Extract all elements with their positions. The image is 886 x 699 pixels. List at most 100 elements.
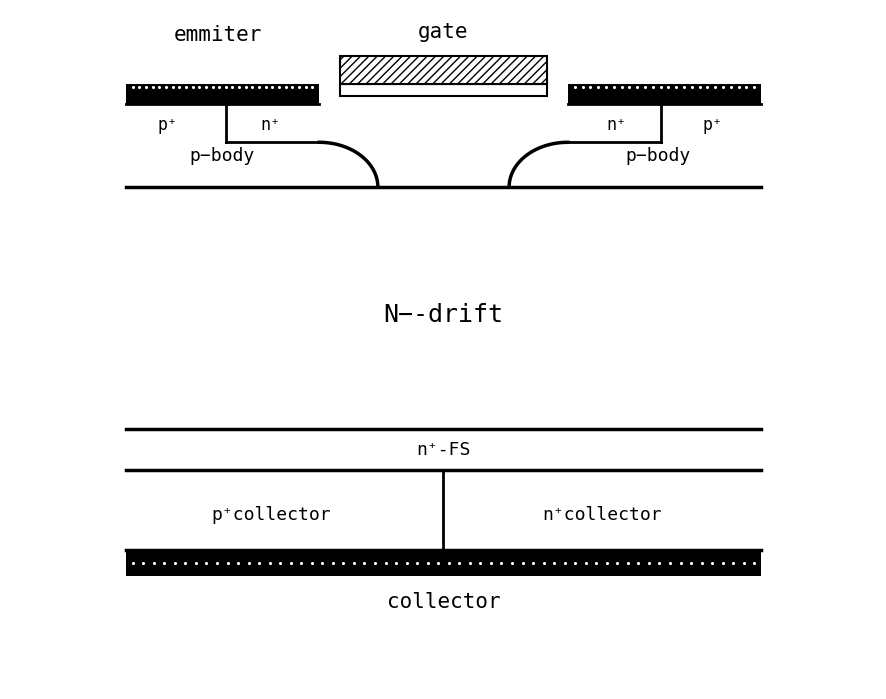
Point bbox=[441, 557, 455, 568]
Point bbox=[179, 82, 193, 93]
Point bbox=[739, 82, 753, 93]
Point bbox=[494, 557, 508, 568]
Point bbox=[588, 557, 602, 568]
Text: p−body: p−body bbox=[625, 147, 689, 165]
Point bbox=[629, 82, 643, 93]
Point bbox=[305, 557, 319, 568]
Point bbox=[676, 82, 690, 93]
Point bbox=[185, 82, 199, 93]
Point bbox=[694, 557, 708, 568]
Point bbox=[192, 82, 206, 93]
Point bbox=[294, 557, 308, 568]
Point bbox=[575, 82, 589, 93]
Point bbox=[661, 82, 675, 93]
Point bbox=[230, 557, 245, 568]
Point bbox=[126, 557, 140, 568]
Point bbox=[637, 82, 651, 93]
Point bbox=[198, 82, 213, 93]
Point bbox=[452, 557, 466, 568]
Point bbox=[212, 82, 226, 93]
Point bbox=[272, 82, 286, 93]
Point bbox=[723, 82, 737, 93]
Point bbox=[146, 557, 160, 568]
Point bbox=[631, 557, 645, 568]
Point bbox=[299, 82, 313, 93]
Point bbox=[167, 557, 182, 568]
Bar bbox=[126, 84, 319, 104]
Point bbox=[536, 557, 550, 568]
Text: n⁺-FS: n⁺-FS bbox=[416, 440, 470, 459]
Point bbox=[614, 82, 628, 93]
Point bbox=[336, 557, 350, 568]
Point bbox=[259, 82, 273, 93]
Point bbox=[668, 82, 682, 93]
Point bbox=[715, 82, 729, 93]
Point bbox=[726, 557, 740, 568]
Point bbox=[662, 557, 676, 568]
Point bbox=[238, 82, 253, 93]
Point bbox=[315, 557, 329, 568]
Point bbox=[199, 557, 214, 568]
Point bbox=[357, 557, 371, 568]
Point bbox=[622, 82, 636, 93]
Point bbox=[715, 557, 729, 568]
Point bbox=[241, 557, 255, 568]
Point bbox=[389, 557, 403, 568]
Text: N−-drift: N−-drift bbox=[383, 303, 503, 327]
Point bbox=[284, 557, 298, 568]
Point bbox=[547, 557, 561, 568]
Point bbox=[409, 557, 424, 568]
Point bbox=[420, 557, 434, 568]
Point bbox=[189, 557, 203, 568]
Text: emmiter: emmiter bbox=[174, 25, 262, 45]
Text: n⁺: n⁺ bbox=[605, 116, 626, 134]
Point bbox=[262, 557, 276, 568]
Point bbox=[368, 557, 382, 568]
Point bbox=[525, 557, 540, 568]
Point bbox=[731, 82, 745, 93]
Point bbox=[653, 82, 667, 93]
Point bbox=[567, 82, 581, 93]
Point bbox=[285, 82, 299, 93]
Point bbox=[684, 82, 698, 93]
Text: p⁺collector: p⁺collector bbox=[211, 506, 330, 524]
Text: gate: gate bbox=[418, 22, 468, 42]
Point bbox=[219, 82, 233, 93]
Point bbox=[606, 82, 620, 93]
Point bbox=[645, 82, 659, 93]
Point bbox=[210, 557, 224, 568]
Bar bbox=[126, 550, 760, 576]
Text: collector: collector bbox=[386, 591, 500, 612]
Point bbox=[273, 557, 287, 568]
Point bbox=[166, 82, 180, 93]
Point bbox=[641, 557, 656, 568]
Point bbox=[265, 82, 279, 93]
Point bbox=[291, 82, 306, 93]
Point bbox=[515, 557, 529, 568]
Text: p⁺: p⁺ bbox=[157, 116, 177, 134]
Point bbox=[462, 557, 477, 568]
Point bbox=[473, 557, 487, 568]
Point bbox=[610, 557, 624, 568]
Point bbox=[157, 557, 171, 568]
Point bbox=[325, 557, 339, 568]
Point bbox=[707, 82, 721, 93]
Point bbox=[651, 557, 665, 568]
Point bbox=[598, 82, 612, 93]
Point bbox=[583, 82, 597, 93]
Point bbox=[567, 557, 581, 568]
Point bbox=[145, 82, 159, 93]
Text: n⁺: n⁺ bbox=[260, 116, 281, 134]
Point bbox=[483, 557, 497, 568]
Point bbox=[683, 557, 697, 568]
Point bbox=[346, 557, 361, 568]
Point bbox=[746, 82, 760, 93]
Point bbox=[232, 82, 246, 93]
Bar bbox=[567, 84, 760, 104]
Point bbox=[736, 557, 750, 568]
Point bbox=[152, 82, 167, 93]
Point bbox=[278, 82, 292, 93]
Text: n⁺collector: n⁺collector bbox=[542, 506, 662, 524]
Point bbox=[206, 82, 220, 93]
Point bbox=[431, 557, 445, 568]
